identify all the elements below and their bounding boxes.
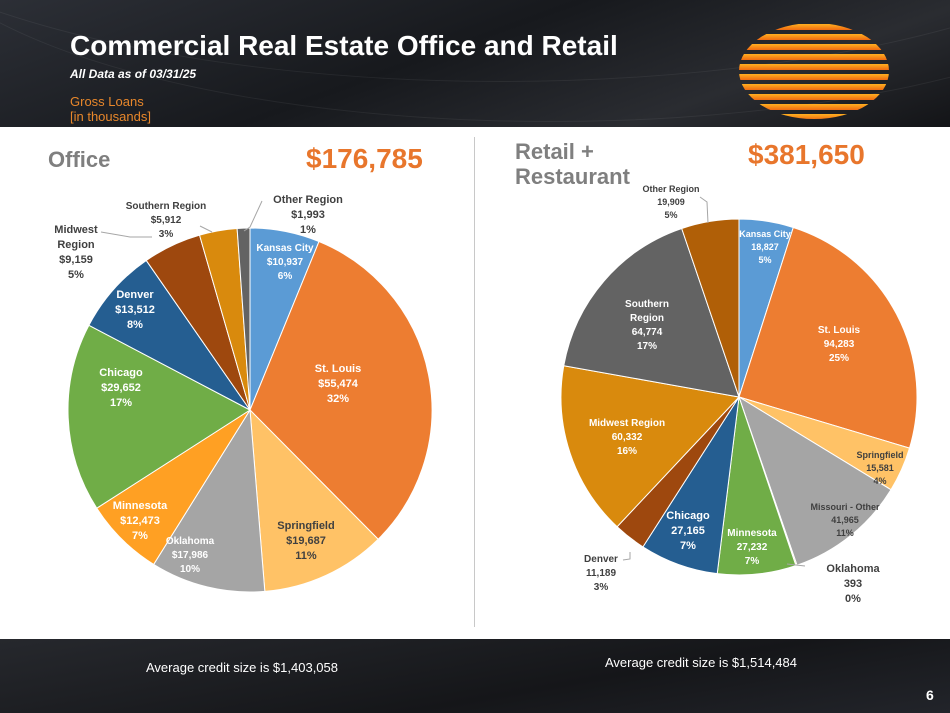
panel-divider [474,137,475,627]
office-label-st-louis: St. Louis $55,474 32% [315,363,361,405]
office-label-minnesota: Minnesota $12,473 7% [113,500,168,542]
page-number: 6 [926,687,934,703]
retail-label-chicago: Chicago 27,165 7% [666,510,710,552]
retail-label-springfield: Springfield 15,581 4% [857,450,904,486]
retail-title: Retail + Restaurant [515,139,630,189]
page-subtitle: All Data as of 03/31/25 [70,67,197,81]
office-avg-credit: Average credit size is $1,403,058 [146,660,338,675]
retail-label-kansas-city: Kansas City 18,827 5% [739,229,791,265]
office-slice-oklahoma [152,408,266,593]
retail-label-southern-region: Southern Region 64,774 17% [625,299,669,352]
retail-label-denver: Denver 11,189 3% [584,554,618,593]
retail-label-st-louis: St. Louis 94,283 25% [818,325,861,364]
header-band: Commercial Real Estate Office and Retail… [0,0,950,127]
office-slice-st-louis [249,240,433,540]
office-pie-chart: Kansas City $10,937 6% St. Louis $55,474 32% S… [54,194,433,593]
retail-avg-credit: Average credit size is $1,514,484 [605,655,797,670]
office-title: Office [48,147,111,172]
retail-label-missouri-other: Missouri - Other 41,965 11% [810,502,880,538]
office-slice-chicago [67,324,251,509]
office-label-chicago: Chicago $29,652 17% [99,367,143,409]
retail-pie-chart: Kansas City 18,827 5% St. Louis 94,283 25% Spr… [560,184,918,605]
office-slice-springfield [249,408,379,592]
office-label-southern-region: Southern Region $5,912 3% [126,201,207,240]
retail-total: $381,650 [748,139,865,170]
office-leader-midwest-region [100,231,152,238]
units-note: Gross Loans [in thousands] [70,94,151,124]
retail-slice-st-louis [738,226,918,449]
office-leader-southern-region [199,225,213,233]
company-logo [739,24,889,119]
office-leader-other-region [243,200,263,232]
retail-leader-other-region [699,196,709,224]
retail-title-line2: Restaurant [515,164,630,189]
retail-slice-midwest-region [560,365,740,528]
retail-label-oklahoma: Oklahoma 393 0% [826,563,880,605]
office-label-other-region: Other Region $1,993 1% [273,194,343,236]
units-note-line1: Gross Loans [70,94,144,109]
page-title: Commercial Real Estate Office and Retail [70,30,618,61]
units-note-line2: [in thousands] [70,109,151,124]
retail-label-other-region: Other Region 19,909 5% [642,184,699,220]
retail-leader-denver [622,552,631,561]
retail-slice-other-region [681,218,740,398]
office-label-midwest-region: Midwest Region $9,159 5% [54,224,98,281]
office-label-denver: Denver $13,512 8% [115,289,155,331]
retail-title-line1: Retail + [515,139,594,164]
office-slice-other-region [236,227,251,411]
footer-band [0,639,950,713]
office-total: $176,785 [306,143,423,174]
office-label-oklahoma: Oklahoma $17,986 10% [166,536,215,575]
office-label-springfield: Springfield $19,687 11% [277,520,334,562]
retail-leader-oklahoma [786,563,806,567]
retail-label-minnesota: Minnesota 27,232 7% [727,528,777,567]
content-panel: Office $176,785 Retail + Restaurant $381… [0,127,950,639]
retail-slice-missouri-other [738,395,892,566]
office-label-kansas-city: Kansas City $10,937 6% [256,243,314,282]
retail-label-midwest-region: Midwest Region 60,332 16% [589,418,665,457]
retail-slice-southern-region [563,227,740,398]
